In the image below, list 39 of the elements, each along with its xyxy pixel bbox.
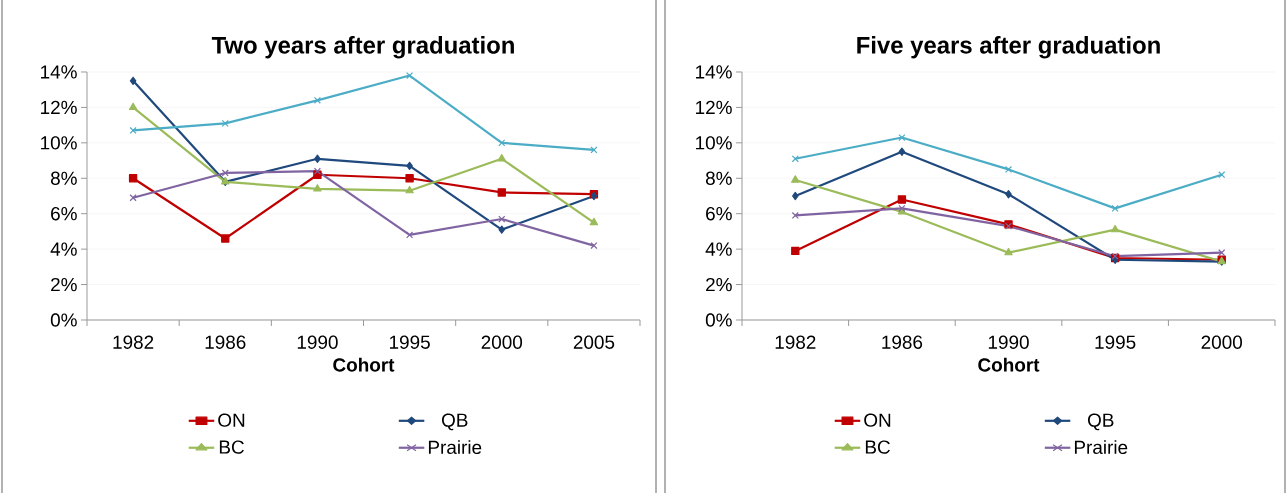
x-tick-label: 1986 xyxy=(882,335,923,349)
legend-label: ON xyxy=(218,413,245,427)
x-axis-title: Cohort xyxy=(333,357,395,372)
x-tick-label: 1995 xyxy=(1095,335,1136,349)
y-tick-label: 8% xyxy=(50,171,77,185)
x-tick-label: 1982 xyxy=(775,335,816,349)
y-tick-label: 4% xyxy=(705,242,732,256)
x-tick-label: 2005 xyxy=(573,335,615,349)
legend-label: QB xyxy=(441,413,468,431)
legend-label: Prairie xyxy=(428,440,482,455)
y-tick-label: 2% xyxy=(706,277,732,292)
legend-label: Prairie xyxy=(1074,440,1128,455)
y-tick-label: 6% xyxy=(706,207,732,221)
x-axis-title: Cohort xyxy=(978,357,1040,372)
legend-label: ON xyxy=(864,413,891,427)
x-tick-label: 1990 xyxy=(988,335,1029,349)
legend-label: BC xyxy=(865,440,890,454)
y-tick-label: 6% xyxy=(51,207,77,221)
chart-title: Two years after graduation xyxy=(211,36,514,59)
y-tick-label: 10% xyxy=(696,136,732,150)
x-tick-label: 1990 xyxy=(297,335,338,349)
y-tick-label: 2% xyxy=(51,277,77,292)
y-tick-label: 0% xyxy=(50,313,77,327)
x-tick-label: 2000 xyxy=(1201,335,1243,349)
y-tick-label: 10% xyxy=(41,136,77,150)
x-tick-label: 1982 xyxy=(113,335,154,349)
y-tick-label: 14% xyxy=(696,65,732,79)
y-tick-label: 0% xyxy=(705,313,732,327)
x-tick-label: 2000 xyxy=(481,335,523,349)
y-tick-label: 8% xyxy=(705,171,732,185)
legend-label: BC xyxy=(219,440,244,454)
y-tick-label: 12% xyxy=(696,100,732,115)
y-tick-label: 12% xyxy=(41,100,77,115)
legend-label: QB xyxy=(1087,413,1114,431)
x-tick-label: 1995 xyxy=(389,335,430,349)
y-tick-label: 14% xyxy=(41,65,77,79)
x-tick-label: 1986 xyxy=(205,335,246,349)
chart-title: Five years after graduation xyxy=(857,36,1160,59)
y-tick-label: 4% xyxy=(50,242,77,256)
